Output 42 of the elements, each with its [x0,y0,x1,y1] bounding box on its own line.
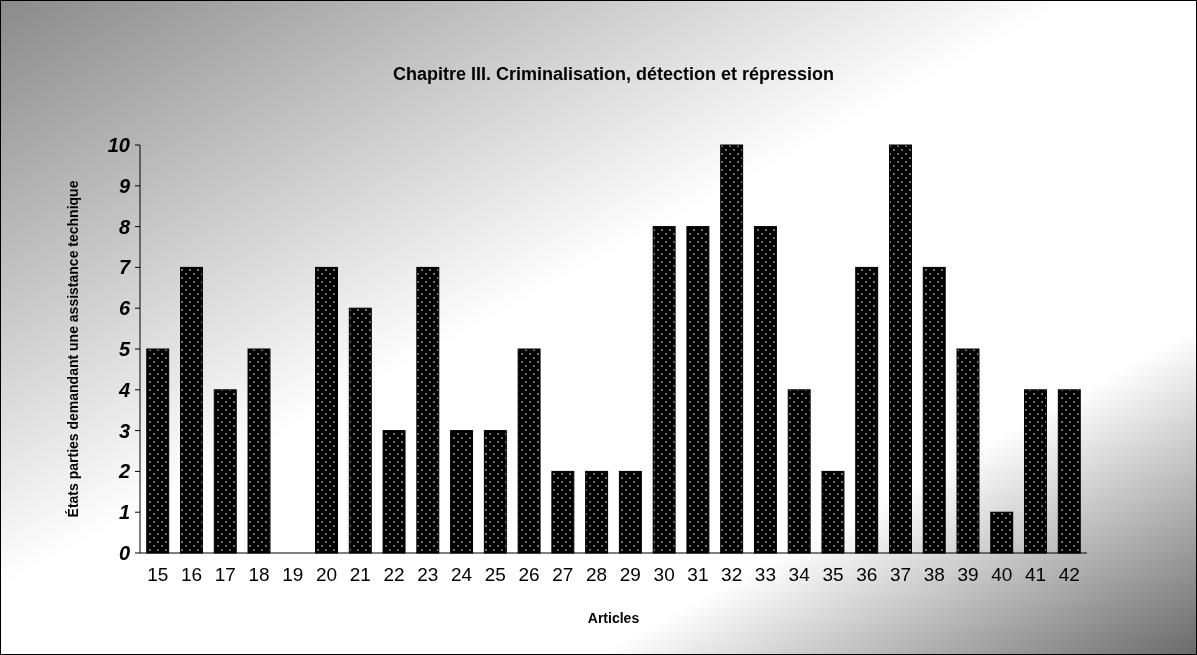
y-tick-label: 3 [118,419,130,442]
x-tick-label: 41 [1024,564,1047,585]
x-tick-label: 39 [957,564,979,585]
x-tick-label: 33 [754,564,776,585]
x-tick-label: 40 [991,564,1013,585]
x-tick-label: 42 [1058,564,1080,585]
x-tick-label: 37 [889,564,912,585]
x-tick-label: 20 [315,564,338,585]
x-tick-label: 21 [349,564,371,585]
x-tick-label: 28 [586,564,608,585]
x-tick-label: 17 [214,564,236,585]
x-tick-label: 34 [788,564,811,585]
x-tick-label: 30 [653,564,675,585]
y-tick-label: 7 [118,256,131,279]
y-tick-label: 8 [118,215,131,238]
x-tick-label: 31 [687,564,709,585]
x-tick-label: 18 [248,564,270,585]
x-tick-label: 19 [282,564,304,585]
x-tick-label: 27 [552,564,574,585]
x-tick-label: 32 [721,564,743,585]
x-tick-label: 15 [147,564,169,585]
y-tick-label: 0 [118,542,130,564]
y-tick-label: 4 [117,378,130,401]
x-tick-label: 16 [180,564,203,585]
x-tick-label: 26 [518,564,540,585]
x-tick-label: 22 [383,564,405,585]
y-tick-label: 5 [118,338,131,360]
x-tick-label: 35 [822,564,844,585]
x-tick-label: 38 [923,564,945,585]
y-tick-label: 2 [117,460,130,483]
y-axis-title: États parties demandant une assistance technique [65,180,81,518]
y-tick-label: 6 [118,297,131,320]
x-tick-label: 36 [856,564,878,585]
x-tick-label: 24 [451,564,473,585]
x-tick-label: 25 [484,564,506,585]
y-tick-label: 9 [118,174,131,197]
chart-title: Chapitre III. Criminalisation, détection et répression [392,64,835,84]
x-tick-label: 23 [417,564,439,585]
y-tick-label: 1 [118,501,130,524]
x-tick-label: 29 [619,564,641,585]
y-tick-label: 10 [107,134,130,156]
x-axis-title: Articles [587,610,640,626]
